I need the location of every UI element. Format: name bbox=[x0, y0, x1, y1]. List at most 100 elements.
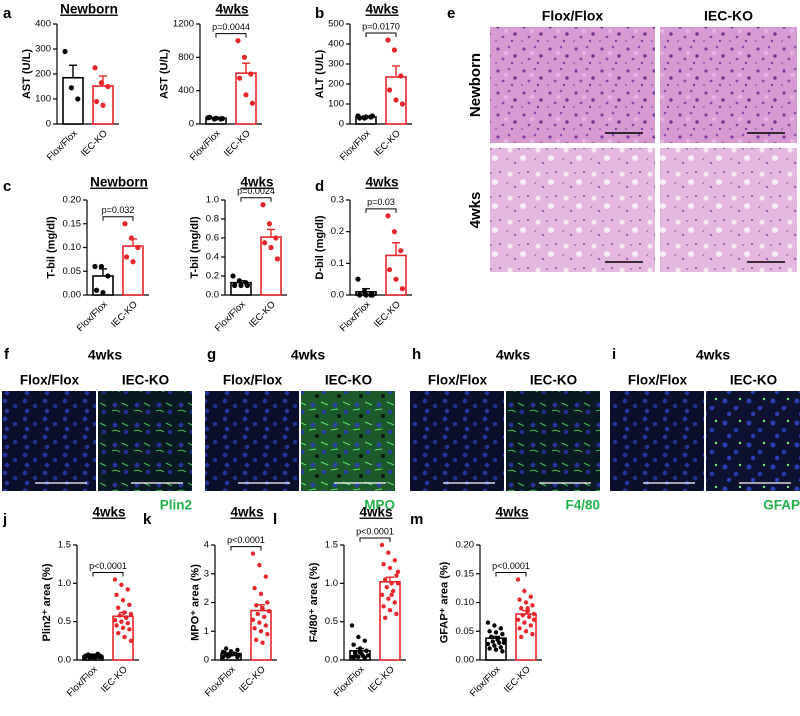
x-tick-label: IEC-KO bbox=[79, 128, 110, 159]
p-value: p<0.0001 bbox=[356, 526, 394, 536]
x-tick-label: IEC-KO bbox=[109, 299, 140, 330]
data-point bbox=[250, 551, 256, 556]
y-tick-label: 0.1 bbox=[331, 258, 344, 269]
panel-letter: j bbox=[2, 511, 7, 528]
data-point bbox=[385, 37, 391, 43]
data-point bbox=[98, 263, 104, 270]
p-value: p=0.03 bbox=[367, 197, 395, 207]
x-tick-label: IEC-KO bbox=[366, 664, 397, 695]
chart-title: 4wks bbox=[92, 505, 125, 520]
data-point bbox=[362, 638, 367, 644]
data-point bbox=[213, 115, 219, 121]
data-point bbox=[523, 629, 529, 634]
y-tick-label: 0.10 bbox=[63, 242, 82, 253]
histology-image bbox=[490, 27, 655, 143]
data-point bbox=[528, 623, 533, 628]
data-point bbox=[224, 646, 229, 651]
data-point bbox=[351, 642, 356, 647]
x-tick-label: Flox/Flox bbox=[332, 664, 367, 699]
y-tick-label: 400 bbox=[178, 85, 194, 96]
data-point bbox=[369, 292, 375, 298]
y-axis-label: T-bil (mg/dl) bbox=[189, 216, 201, 279]
column-label: IEC-KO bbox=[704, 8, 753, 24]
x-tick-label: Flox/Flox bbox=[203, 664, 238, 699]
panel-title: 4wks bbox=[88, 347, 122, 363]
data-point bbox=[120, 598, 126, 603]
y-tick-label: 100 bbox=[328, 99, 344, 110]
data-point bbox=[363, 114, 369, 120]
data-point bbox=[255, 611, 260, 617]
data-point bbox=[387, 565, 393, 571]
data-point bbox=[252, 585, 257, 591]
data-point bbox=[500, 631, 505, 637]
data-point bbox=[114, 623, 119, 628]
y-tick-label: 1.5 bbox=[58, 540, 71, 551]
data-point bbox=[250, 617, 256, 622]
panel-letter: k bbox=[143, 511, 152, 528]
y-tick-label: 300 bbox=[328, 59, 344, 70]
data-point bbox=[357, 646, 363, 651]
p-value: p=0.032 bbox=[102, 205, 135, 215]
data-point bbox=[235, 647, 240, 653]
data-point bbox=[385, 213, 391, 219]
data-point bbox=[254, 637, 259, 643]
fluorescence-image bbox=[98, 391, 192, 491]
data-point bbox=[389, 581, 394, 586]
data-point bbox=[392, 600, 397, 605]
data-point bbox=[525, 606, 530, 611]
p-value: p<0.0001 bbox=[89, 561, 127, 571]
data-point bbox=[128, 638, 134, 644]
data-point bbox=[394, 573, 399, 578]
data-point bbox=[258, 629, 264, 634]
data-point bbox=[395, 581, 401, 586]
bar bbox=[62, 76, 84, 125]
chart-title: 4wks bbox=[215, 2, 248, 17]
chart-title: Newborn bbox=[60, 2, 118, 17]
x-tick-label: Flox/Flox bbox=[65, 664, 100, 699]
data-point bbox=[86, 653, 91, 659]
panel-letter: c bbox=[3, 178, 11, 195]
data-point bbox=[112, 577, 118, 582]
data-point bbox=[398, 73, 404, 79]
x-tick-label: Flox/Flox bbox=[213, 299, 248, 334]
data-point bbox=[387, 87, 393, 93]
fluorescence-image bbox=[205, 391, 299, 491]
data-point bbox=[384, 584, 389, 590]
p-value: p=0.0024 bbox=[237, 186, 275, 196]
data-point bbox=[393, 97, 399, 103]
panel-letter: b bbox=[315, 5, 324, 22]
data-point bbox=[219, 115, 225, 122]
data-point bbox=[501, 640, 507, 645]
data-point bbox=[98, 654, 104, 660]
data-point bbox=[243, 92, 249, 98]
data-point bbox=[116, 630, 121, 636]
data-point bbox=[124, 254, 130, 260]
data-point bbox=[394, 611, 399, 617]
data-point bbox=[517, 597, 522, 602]
data-point bbox=[265, 600, 270, 605]
y-tick-label: 0.5 bbox=[58, 616, 71, 627]
data-point bbox=[530, 631, 535, 637]
bar bbox=[235, 72, 257, 125]
data-point bbox=[235, 38, 241, 44]
data-point bbox=[220, 654, 226, 660]
data-point bbox=[127, 602, 132, 607]
x-tick-label: IEC-KO bbox=[502, 664, 533, 695]
x-tick-label: IEC-KO bbox=[222, 128, 253, 159]
panel-letter: f bbox=[4, 346, 10, 363]
data-point bbox=[241, 54, 247, 60]
data-point bbox=[122, 221, 128, 227]
data-point bbox=[224, 652, 229, 658]
data-point bbox=[398, 248, 404, 254]
y-axis-label: MPO⁺ area (%) bbox=[190, 564, 202, 641]
row-label: 4wks bbox=[467, 192, 484, 229]
data-point bbox=[260, 606, 265, 611]
data-point bbox=[356, 654, 361, 660]
data-point bbox=[273, 235, 279, 241]
data-point bbox=[128, 235, 134, 241]
data-point bbox=[399, 286, 405, 292]
data-point bbox=[228, 649, 234, 654]
panel-letter: i bbox=[612, 346, 616, 363]
histology-image bbox=[660, 148, 797, 272]
